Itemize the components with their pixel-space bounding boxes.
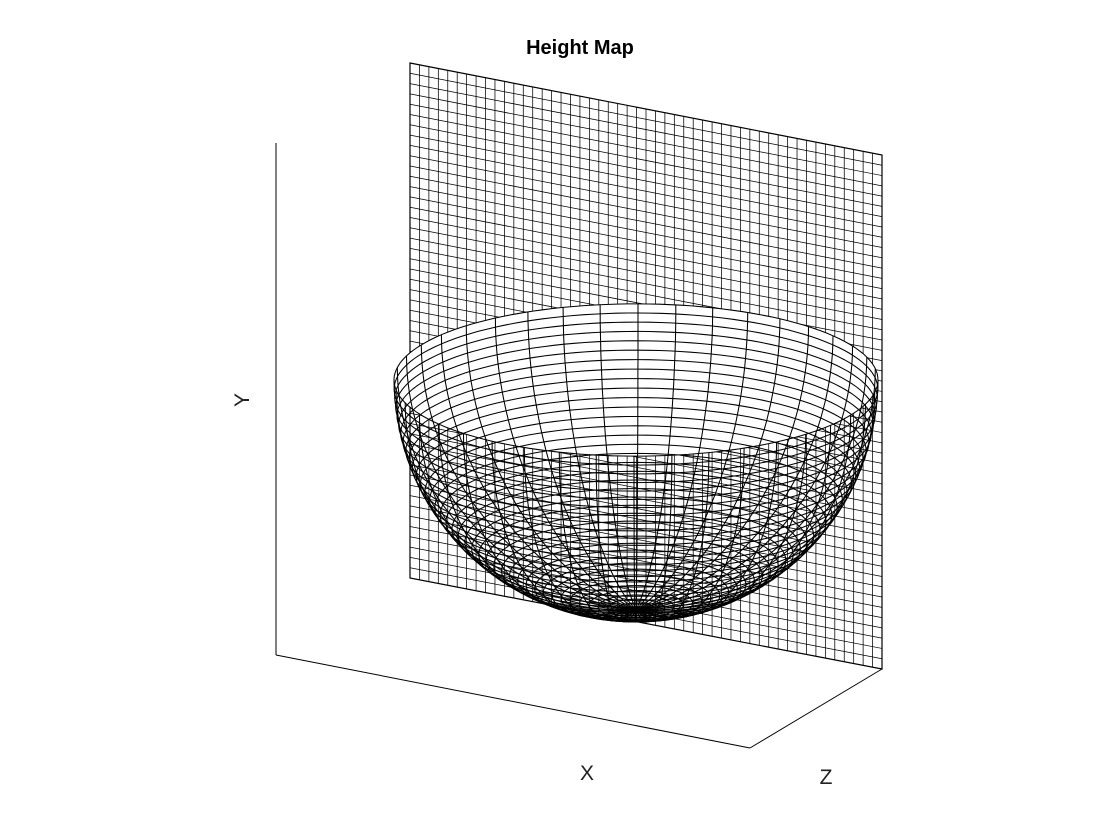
mesh-longitude-line xyxy=(635,335,834,611)
mesh-longitude-line xyxy=(635,425,832,615)
x-axis-label: X xyxy=(580,762,594,785)
z-axis-line xyxy=(749,668,883,749)
axes-box xyxy=(275,143,883,749)
mesh-longitude-line xyxy=(491,441,637,619)
grid-row-line xyxy=(409,93,883,187)
hemisphere-mesh xyxy=(393,303,879,623)
grid-row-line xyxy=(409,237,883,331)
mesh-longitude-line xyxy=(462,433,637,617)
grid-row-line xyxy=(409,196,883,290)
mesh-longitude-line xyxy=(562,307,637,611)
mesh-longitude-line xyxy=(527,311,637,611)
y-axis-label: Y xyxy=(231,393,254,407)
mesh-longitude-line xyxy=(635,357,868,611)
mesh-longitude-line xyxy=(635,415,852,613)
mesh-longitude-line xyxy=(635,441,778,619)
mesh-longitude-line xyxy=(635,303,639,610)
mesh-longitude-line xyxy=(635,307,714,611)
mesh-longitude-line xyxy=(393,379,637,611)
grid-row-line xyxy=(409,227,883,320)
grid-row-line xyxy=(409,124,883,218)
chart-title: Height Map xyxy=(526,37,634,59)
mesh-longitude-line xyxy=(635,434,807,617)
grid-row-line xyxy=(409,165,883,259)
mesh-longitude-line xyxy=(633,456,637,623)
grid-row-line xyxy=(409,186,883,279)
grid-row-line xyxy=(409,526,883,618)
mesh-longitude-line xyxy=(635,404,867,612)
mesh-longitude-line xyxy=(635,452,710,622)
grid-row-line xyxy=(409,515,883,608)
grid-row-line xyxy=(409,114,883,207)
grid-row-line xyxy=(409,464,883,557)
mesh-longitude-line xyxy=(404,402,637,612)
grid-row-line xyxy=(409,206,883,300)
mesh-longitude-line xyxy=(396,391,637,611)
mesh-longitude-line xyxy=(465,325,637,611)
mesh-longitude-line xyxy=(595,455,637,623)
mesh-longitude-line xyxy=(405,355,637,611)
mesh-longitude-line xyxy=(396,367,637,611)
mesh-longitude-line xyxy=(635,312,749,611)
mesh-longitude-line xyxy=(523,447,637,620)
mesh-longitude-line xyxy=(635,345,854,611)
mesh-longitude-line xyxy=(635,368,876,611)
grid-row-line xyxy=(409,72,883,166)
grid-row-line xyxy=(409,155,883,248)
grid-row-line xyxy=(409,83,883,176)
grid-row-line xyxy=(409,103,883,197)
grid-row-line xyxy=(409,175,883,269)
grid-row-line xyxy=(409,134,883,228)
mesh-longitude-line xyxy=(635,318,781,611)
mesh-longitude-line xyxy=(635,326,810,611)
mesh-longitude-line xyxy=(494,317,637,611)
mesh-longitude-line xyxy=(420,344,637,611)
mesh-longitude-line xyxy=(635,392,876,611)
mesh-longitude-line xyxy=(440,334,637,611)
x-axis-line xyxy=(275,654,751,749)
mesh-longitude-line xyxy=(635,304,677,610)
z-axis-label: Z xyxy=(820,766,833,789)
mesh-longitude-line xyxy=(599,304,637,610)
grid-row-line xyxy=(409,443,883,536)
grid-row-line xyxy=(409,145,883,238)
grid-row-line xyxy=(409,495,883,588)
grid-row-line xyxy=(409,217,883,310)
